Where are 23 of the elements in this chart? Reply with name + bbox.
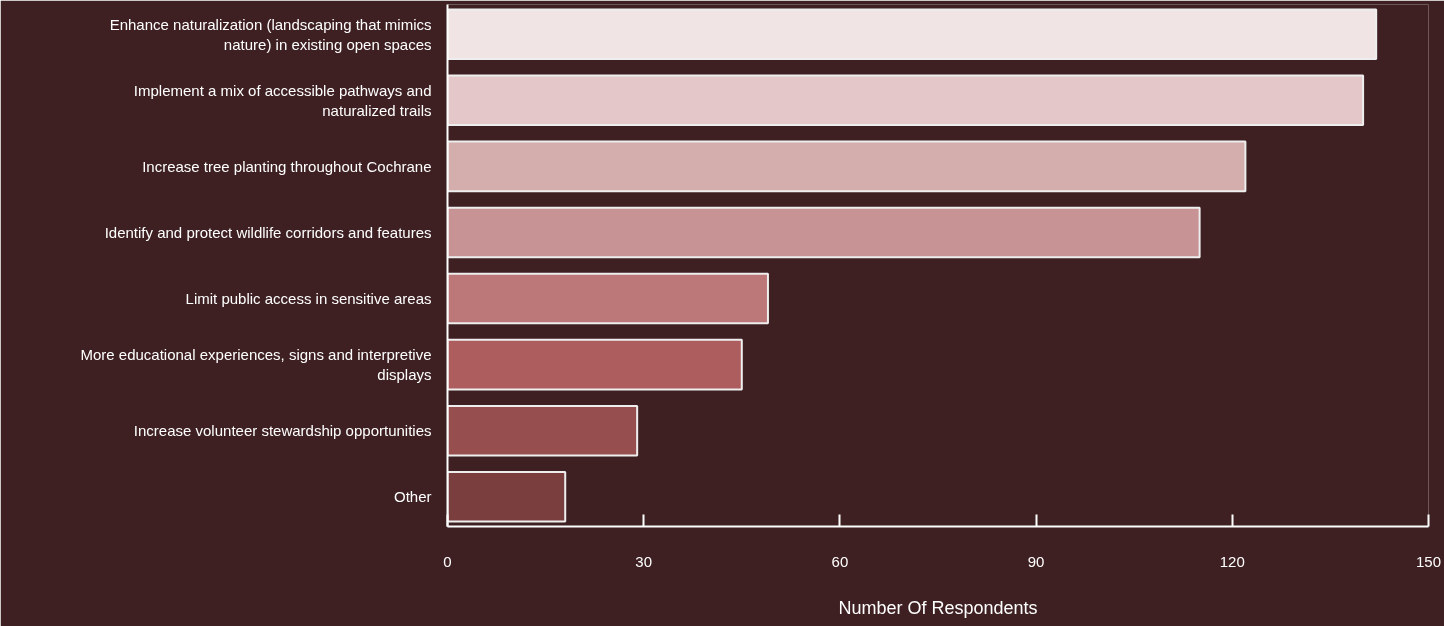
x-tick-label: 90: [1027, 552, 1045, 570]
y-tick-label: Increase tree planting throughout Cochrane: [142, 157, 432, 175]
y-tick-label: Implement a mix of accessible pathways and naturalized trails: [133, 81, 432, 120]
bar: [447, 404, 639, 457]
bar: [447, 74, 1365, 127]
y-tick-label: Enhance naturalization (landscaping that mimics nature) in existing open spaces: [109, 15, 432, 53]
x-tick-label: 0: [443, 552, 452, 570]
y-tick-label: Other: [393, 488, 432, 506]
y-tick-label: Increase volunteer stewardship opportunities: [133, 422, 432, 440]
bar: [447, 140, 1247, 193]
bar: [447, 470, 567, 523]
bar: [447, 338, 743, 391]
x-axis-title: Number Of Respondents: [838, 597, 1038, 618]
x-tick-label: 120: [1219, 552, 1245, 570]
y-tick-label: Identify and protect wildlife corridors and features: [104, 223, 432, 241]
y-tick-label: More educational experiences, signs and interpretive displays: [80, 345, 432, 384]
bar: [447, 206, 1201, 259]
x-tick-label: 150: [1415, 552, 1442, 570]
x-tick-label: 60: [831, 552, 849, 570]
x-tick-label: 30: [635, 552, 653, 570]
y-tick-label: Limit public access in sensitive areas: [185, 290, 432, 308]
bar: [447, 8, 1378, 61]
bar: [447, 272, 769, 325]
